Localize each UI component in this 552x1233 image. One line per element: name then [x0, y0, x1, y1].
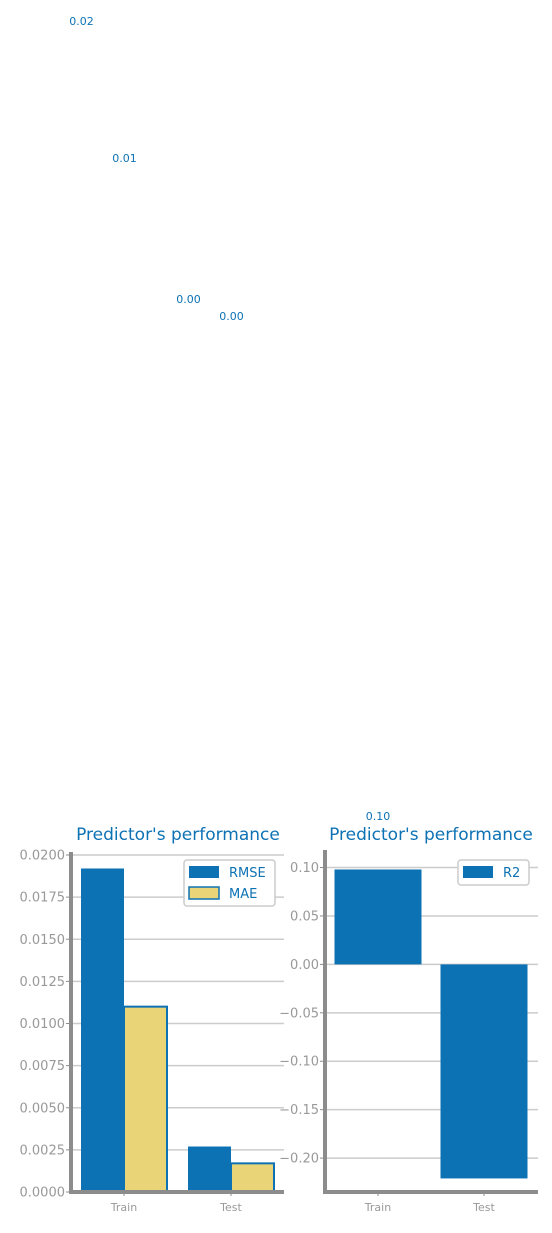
y-tick-label: 0.0050 — [20, 1101, 66, 1116]
y-tick-label: −0.10 — [279, 1055, 319, 1070]
bar-rmse-test — [188, 1146, 231, 1192]
legend-swatch-rmse — [189, 866, 219, 878]
y-tick-label: 0.0075 — [20, 1059, 66, 1074]
y-tick-label: −0.20 — [279, 1152, 319, 1167]
y-tick-label: 0.0025 — [20, 1143, 66, 1158]
x-tick-label: Test — [219, 1201, 242, 1214]
x-tick-label: Test — [472, 1201, 495, 1214]
y-tick-label: −0.15 — [279, 1103, 319, 1118]
x-tick-label: Train — [110, 1201, 137, 1214]
legend-swatch-r2 — [463, 866, 493, 878]
legend: R2 — [457, 859, 530, 886]
x-tick-label: Train — [364, 1201, 391, 1214]
legend-label: MAE — [229, 887, 257, 902]
legend-swatch-mae — [188, 886, 220, 900]
y-tick-label: 0.0100 — [20, 1017, 66, 1032]
data-label: 0.00 — [176, 293, 201, 306]
data-label: 0.00 — [219, 310, 244, 323]
bar-r2-test — [440, 964, 528, 1179]
y-tick-label: −0.05 — [279, 1006, 319, 1021]
bar-mae-test — [230, 1162, 275, 1193]
chart-2: −0.20 −0.15 −0.10 −0.05 0.00 0.05 0.10 0.10 Trai… — [279, 810, 538, 1214]
y-tick-label: 0.00 — [290, 958, 319, 973]
data-label: 0.01 — [112, 152, 137, 165]
y-tick-label: 0.10 — [290, 861, 319, 876]
legend-label: RMSE — [229, 866, 266, 881]
legend: RMSE MAE — [183, 859, 276, 907]
bar-mae-train — [123, 1005, 168, 1194]
y-tick-label: 0.0175 — [20, 891, 66, 906]
data-label: 0.10 — [366, 810, 391, 823]
y-tick-label: 0.0150 — [20, 933, 66, 948]
chart-title: Predictor's performance — [329, 825, 533, 845]
y-tick-label: 0.0200 — [20, 849, 66, 864]
chart-1: 0.0000 0.0025 0.0050 0.0075 0.0100 0.0125 0.01… — [20, 15, 284, 1214]
legend-label: R2 — [503, 866, 520, 881]
chart-title: Predictor's performance — [76, 825, 280, 845]
y-tick-label: 0.05 — [290, 909, 319, 924]
data-label: 0.02 — [69, 15, 94, 28]
y-tick-label: 0.0000 — [20, 1186, 66, 1201]
bar-r2-train — [334, 869, 422, 965]
bar-rmse-train — [81, 868, 124, 1192]
y-tick-label: 0.0125 — [20, 975, 66, 990]
